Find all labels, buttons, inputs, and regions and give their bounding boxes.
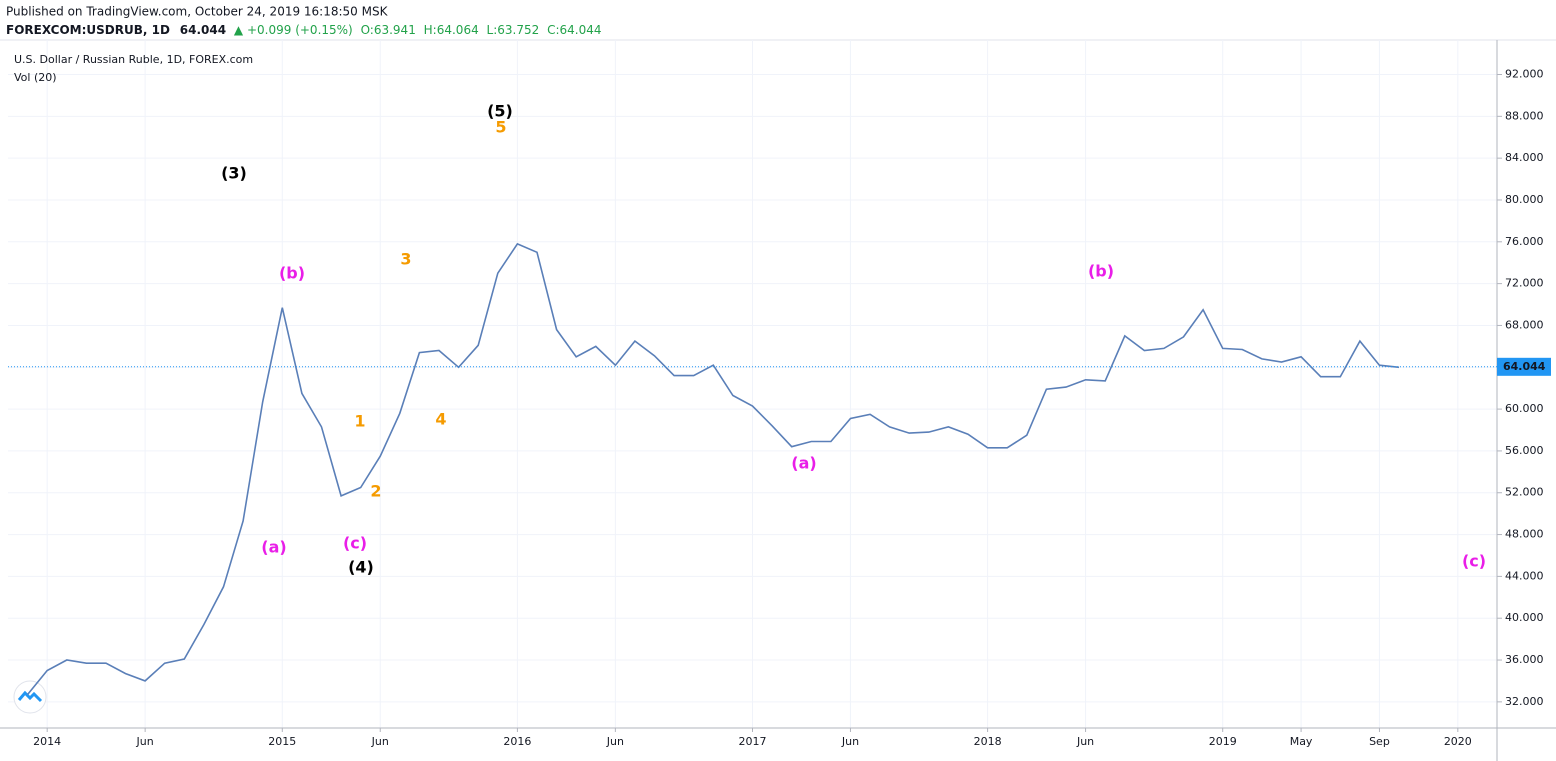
arrow: ▲ (234, 23, 244, 37)
x-tick-label: 2017 (739, 735, 767, 748)
x-tick-label: 2020 (1444, 735, 1472, 748)
wave-label: (b) (1088, 262, 1114, 281)
y-tick-label: 32.000 (1505, 695, 1544, 708)
x-tick-label: Jun (136, 735, 154, 748)
chart-title: U.S. Dollar / Russian Ruble, 1D, FOREX.c… (14, 53, 253, 66)
x-tick-label: Jun (841, 735, 859, 748)
y-tick-label: 36.000 (1505, 653, 1544, 666)
last-price-box (1497, 357, 1551, 376)
x-tick-label: 2018 (974, 735, 1002, 748)
last-price-label: 64.044 (1503, 360, 1546, 373)
wave-label: 3 (400, 250, 411, 269)
wave-label: 1 (354, 412, 365, 431)
high: H:64.064 (424, 23, 479, 37)
x-tick-label: Jun (371, 735, 389, 748)
wave-label: (5) (487, 102, 513, 121)
change: +0.099 (+0.15%) (247, 23, 353, 37)
x-tick-label: 2019 (1209, 735, 1237, 748)
y-tick-label: 44.000 (1505, 569, 1544, 582)
y-tick-label: 88.000 (1505, 109, 1544, 122)
wave-label: (4) (348, 558, 374, 577)
logo (13, 680, 47, 714)
open: O:63.941 (361, 23, 416, 37)
grid (8, 40, 1497, 728)
y-tick-label: 76.000 (1505, 235, 1544, 248)
y-tick-label: 84.000 (1505, 151, 1544, 164)
wave-label: (a) (791, 454, 816, 473)
y-tick-label: 72.000 (1505, 277, 1544, 290)
wave-label: (c) (343, 534, 367, 553)
x-tick-label: 2016 (503, 735, 531, 748)
y-tick-label: 56.000 (1505, 444, 1544, 457)
y-tick-label: 40.000 (1505, 611, 1544, 624)
y-tick-label: 80.000 (1505, 193, 1544, 206)
y-tick-label: 48.000 (1505, 528, 1544, 541)
wave-label: (3) (221, 164, 247, 183)
x-tick-label: 2014 (33, 735, 61, 748)
symbol: FOREXCOM:USDRUB, 1D (6, 23, 170, 37)
wave-label: (b) (279, 264, 305, 283)
y-tick-label: 92.000 (1505, 68, 1544, 81)
low: L:63.752 (487, 23, 540, 37)
x-tick-label: Jun (606, 735, 624, 748)
wave-label: (a) (261, 538, 286, 557)
y-tick-label: 60.000 (1505, 402, 1544, 415)
x-tick-label: May (1290, 735, 1313, 748)
x-tick-label: 2015 (268, 735, 296, 748)
price-line (26, 242, 1400, 696)
x-tick-label: Sep (1369, 735, 1390, 748)
price: 64.044 (180, 23, 226, 37)
symbol-line: FOREXCOM:USDRUB, 1D 64.044 ▲ +0.099 (+0.… (6, 23, 602, 37)
x-tick-label: Jun (1076, 735, 1094, 748)
close: C:64.044 (547, 23, 601, 37)
y-tick-label: 68.000 (1505, 318, 1544, 331)
wave-label: 5 (495, 118, 506, 137)
published-note: Published on TradingView.com, October 24… (6, 5, 389, 19)
y-tick-label: 52.000 (1505, 486, 1544, 499)
chart-subtitle: Vol (20) (14, 71, 57, 84)
wave-label: 4 (435, 410, 446, 429)
wave-label: 2 (370, 482, 381, 501)
wave-label: (c) (1462, 552, 1486, 571)
